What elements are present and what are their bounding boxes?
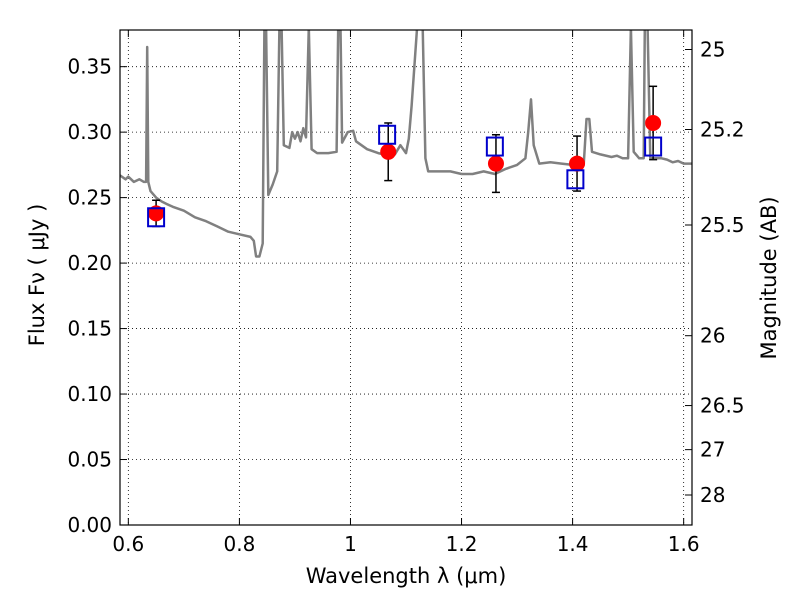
- model-spectrum-line: [120, 30, 692, 258]
- model-photometry-point: [566, 169, 585, 190]
- mag-tick-label: 25.5: [700, 213, 745, 237]
- mag-tick-label: 26: [700, 324, 725, 348]
- x-tick-label: 0.8: [223, 532, 255, 556]
- data-points-layer: [147, 85, 663, 228]
- observed-point: [148, 205, 165, 222]
- axes-frame: [119, 29, 693, 526]
- ticks-layer: 0.6 0.8 1 1.2 1.4 1.6 0.00 0.05 0.10 0.15 0.20 0.25…: [67, 30, 745, 556]
- observed-point: [645, 114, 662, 131]
- x-tick-label: 1: [344, 532, 357, 556]
- model-photometry-point: [644, 136, 663, 157]
- y-tick-label: 0.10: [67, 382, 112, 406]
- model-photometry-point: [147, 207, 166, 228]
- y-tick-label: 0.35: [67, 55, 112, 79]
- y-axis-label: Flux Fν ( μJy ): [25, 204, 49, 347]
- model-photometry-point: [485, 136, 504, 157]
- y-tick-label: 0.30: [67, 120, 112, 144]
- observed-point: [487, 155, 504, 172]
- y-axis-right-label: Magnitude (AB): [757, 196, 781, 359]
- y-tick-label: 0.00: [67, 513, 112, 537]
- x-tick-label: 1.2: [446, 532, 478, 556]
- x-tick-label: 1.4: [557, 532, 589, 556]
- observed-point: [569, 155, 586, 172]
- mag-tick-label: 26.5: [700, 394, 745, 418]
- grid-lines: [120, 30, 692, 526]
- x-tick-label: 0.6: [112, 532, 144, 556]
- mag-tick-label: 27: [700, 438, 725, 462]
- model-photometry-point: [378, 124, 397, 145]
- y-tick-label: 0.05: [67, 448, 112, 472]
- y-tick-label: 0.15: [67, 317, 112, 341]
- plot-frame: [119, 29, 693, 526]
- y-tick-label: 0.20: [67, 251, 112, 275]
- mag-tick-label: 25: [700, 38, 725, 62]
- y-tick-label: 0.25: [67, 186, 112, 210]
- mag-tick-label: 25.2: [700, 118, 745, 142]
- observed-point: [380, 143, 397, 160]
- x-axis-label: Wavelength λ (μm): [306, 564, 507, 588]
- x-tick-label: 1.6: [668, 532, 700, 556]
- model-spectrum-layer: [120, 30, 692, 258]
- mag-tick-label: 28: [700, 483, 725, 507]
